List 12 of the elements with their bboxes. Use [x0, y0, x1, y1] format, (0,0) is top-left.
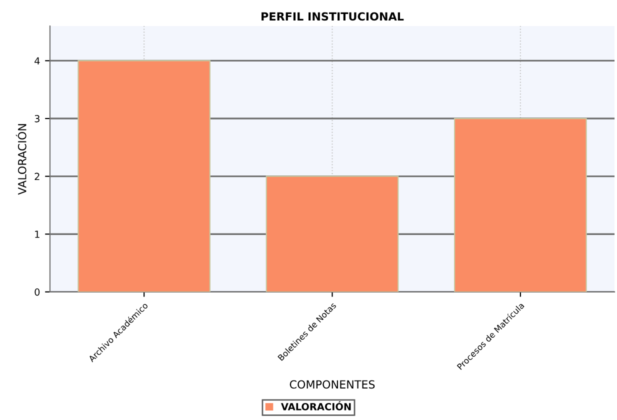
- y-tick-label: 4: [34, 57, 40, 64]
- x-axis-title: COMPONENTES: [290, 380, 375, 389]
- chart-title: PERFIL INSTITUCIONAL: [262, 12, 404, 21]
- bar: [454, 118, 587, 292]
- y-tick-label: 1: [35, 230, 40, 238]
- y-tick-label: 3: [34, 114, 40, 122]
- y-tick-label: 2: [34, 172, 40, 180]
- bar: [266, 176, 399, 292]
- y-tick-label: 0: [34, 288, 40, 296]
- bar: [78, 60, 210, 292]
- y-axis-title: VALORACIÓN: [16, 124, 26, 195]
- legend-label: VALORACIÓN: [280, 401, 351, 410]
